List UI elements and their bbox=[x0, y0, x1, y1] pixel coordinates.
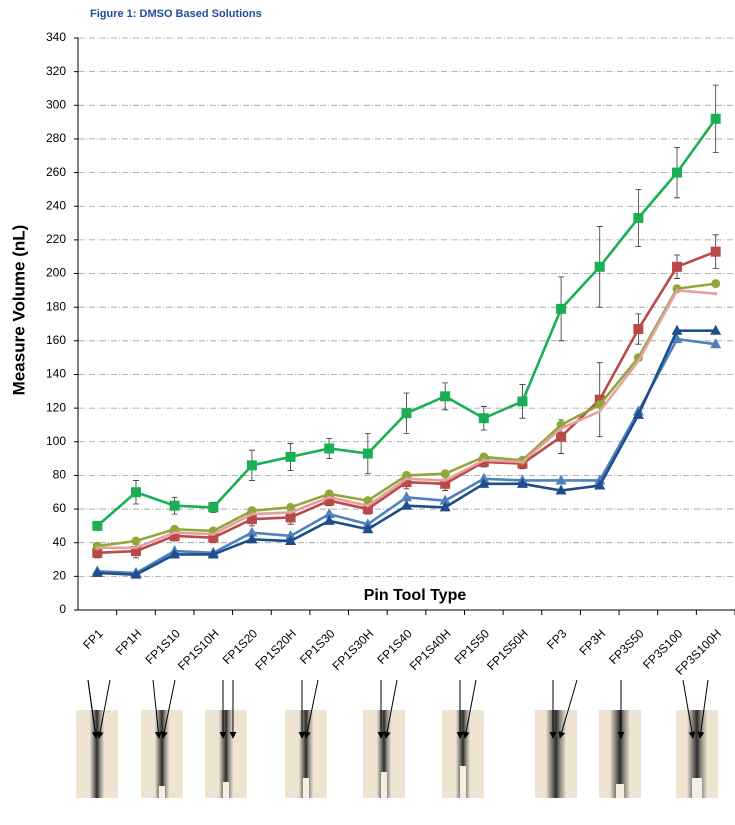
marker bbox=[598, 410, 601, 413]
marker bbox=[131, 537, 140, 546]
marker bbox=[676, 289, 679, 292]
marker bbox=[714, 292, 717, 295]
marker bbox=[173, 531, 176, 534]
marker bbox=[441, 469, 450, 478]
pin-photo bbox=[676, 710, 718, 798]
marker bbox=[560, 427, 563, 430]
series-line bbox=[97, 119, 715, 526]
marker bbox=[366, 504, 369, 507]
marker bbox=[711, 279, 720, 288]
pin-images bbox=[76, 710, 718, 798]
y-tick-label: 160 bbox=[46, 333, 66, 347]
x-tick-label: FP1S40H bbox=[407, 626, 454, 673]
pin-photo bbox=[141, 710, 183, 798]
marker bbox=[402, 408, 412, 418]
chart: Figure 1: DMSO Based Solutions Measure V… bbox=[0, 0, 735, 825]
marker bbox=[444, 479, 447, 482]
x-tick-label: FP1H bbox=[113, 626, 145, 658]
y-tick-label: 200 bbox=[46, 266, 66, 280]
pin-photo bbox=[76, 710, 118, 798]
pin-photo bbox=[599, 710, 641, 798]
marker bbox=[250, 513, 253, 516]
marker bbox=[595, 262, 605, 272]
pin-photo bbox=[442, 710, 484, 798]
y-tick-label: 0 bbox=[59, 602, 66, 616]
pin-photo bbox=[535, 710, 577, 798]
y-tick-label: 40 bbox=[53, 535, 67, 549]
marker bbox=[405, 477, 408, 480]
marker bbox=[212, 533, 215, 536]
marker bbox=[556, 432, 566, 442]
y-tick-label: 100 bbox=[46, 434, 66, 448]
marker bbox=[208, 502, 218, 512]
y-tick-label: 340 bbox=[46, 30, 66, 44]
marker bbox=[96, 546, 99, 549]
marker bbox=[711, 247, 721, 257]
y-tick-label: 300 bbox=[46, 97, 66, 111]
x-tick-label: FP1S20H bbox=[252, 626, 299, 673]
pin-photo bbox=[363, 710, 405, 798]
marker bbox=[633, 213, 643, 223]
y-tick-label: 280 bbox=[46, 131, 66, 145]
y-tick-label: 260 bbox=[46, 165, 66, 179]
x-tick-label: FP1S10H bbox=[175, 626, 222, 673]
marker bbox=[328, 496, 331, 499]
marker bbox=[637, 360, 640, 363]
chart-title: Figure 1: DMSO Based Solutions bbox=[90, 8, 262, 20]
marker bbox=[134, 546, 137, 549]
x-tick-label: FP3H bbox=[577, 626, 609, 658]
marker bbox=[711, 114, 721, 124]
marker bbox=[479, 413, 489, 423]
x-axis-label: Pin Tool Type bbox=[364, 587, 467, 604]
y-tick-label: 320 bbox=[46, 64, 66, 78]
marker bbox=[289, 511, 292, 514]
y-tick-label: 20 bbox=[53, 569, 67, 583]
y-tick-label: 140 bbox=[46, 367, 66, 381]
pin-photo bbox=[205, 710, 247, 798]
marker bbox=[131, 487, 141, 497]
y-tick-label: 240 bbox=[46, 198, 66, 212]
marker bbox=[286, 512, 296, 522]
x-tick-label: FP1S30H bbox=[330, 626, 377, 673]
page: {"chart_data": {"type": "line", "title":… bbox=[0, 0, 735, 825]
marker bbox=[170, 501, 180, 511]
y-tick-label: 60 bbox=[53, 501, 67, 515]
marker bbox=[672, 262, 682, 272]
y-tick-label: 120 bbox=[46, 400, 66, 414]
marker bbox=[556, 304, 566, 314]
marker bbox=[286, 452, 296, 462]
marker bbox=[672, 168, 682, 178]
series-line bbox=[97, 331, 715, 575]
marker bbox=[92, 521, 102, 531]
x-tick-label: FP3 bbox=[544, 626, 570, 652]
x-tick-label: FP1S50H bbox=[484, 626, 531, 673]
marker bbox=[363, 449, 373, 459]
y-tick-label: 180 bbox=[46, 299, 66, 313]
marker bbox=[517, 396, 527, 406]
y-axis-label: Measure Volume (nL) bbox=[9, 225, 28, 396]
marker bbox=[482, 459, 485, 462]
marker bbox=[521, 460, 524, 463]
marker bbox=[247, 460, 257, 470]
x-tick-label: FP1 bbox=[80, 626, 106, 652]
y-tick-label: 220 bbox=[46, 232, 66, 246]
marker bbox=[324, 443, 334, 453]
pin-photo bbox=[285, 710, 327, 798]
marker bbox=[633, 324, 643, 334]
marker bbox=[440, 391, 450, 401]
y-tick-label: 80 bbox=[53, 468, 67, 482]
